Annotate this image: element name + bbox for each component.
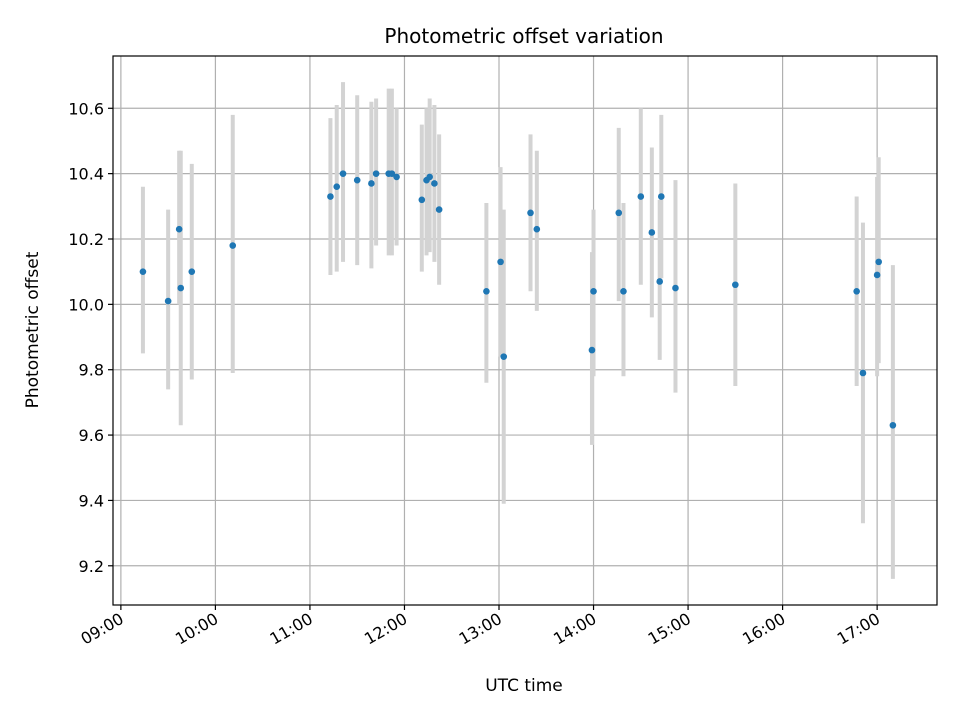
- y-tick-label: 9.4: [79, 491, 104, 510]
- grid-layer: [113, 56, 937, 605]
- x-tick-label: 10:00: [172, 609, 221, 649]
- data-point: [229, 242, 237, 249]
- y-tick-label: 10.2: [68, 230, 104, 249]
- data-point: [497, 258, 504, 266]
- data-point: [500, 353, 508, 360]
- y-tick-label: 9.8: [79, 361, 104, 380]
- x-tick-label: 14:00: [550, 609, 599, 649]
- data-point: [372, 170, 380, 177]
- data-point: [177, 284, 185, 292]
- x-tick-label: 17:00: [834, 609, 883, 649]
- x-tick-label: 16:00: [739, 609, 788, 649]
- x-tick-label: 11:00: [267, 609, 316, 649]
- data-point: [393, 173, 400, 181]
- data-point: [175, 225, 183, 233]
- point-layer: [139, 170, 897, 429]
- x-tick-label: 12:00: [361, 609, 410, 649]
- data-point: [164, 297, 172, 305]
- errorbar-layer: [140, 82, 895, 579]
- data-point: [657, 193, 665, 200]
- data-point: [620, 287, 627, 295]
- data-point: [339, 170, 347, 177]
- data-point: [656, 278, 664, 285]
- data-point: [875, 258, 883, 266]
- data-point: [435, 206, 443, 213]
- data-point: [648, 229, 656, 236]
- data-point: [388, 170, 396, 177]
- data-point: [889, 421, 897, 429]
- x-tick-label: 15:00: [645, 609, 694, 649]
- data-point: [672, 284, 679, 292]
- y-axis-title: Photometric offset: [23, 251, 43, 408]
- data-point: [327, 193, 334, 200]
- data-point: [873, 271, 881, 279]
- data-point: [590, 287, 597, 295]
- data-point: [615, 209, 623, 217]
- y-tick-label: 9.2: [79, 557, 104, 576]
- plot-frame: [112, 55, 938, 606]
- data-point: [527, 209, 534, 217]
- x-axis-title: UTC time: [485, 676, 563, 696]
- data-point: [368, 180, 375, 187]
- data-point: [853, 287, 860, 295]
- data-point: [431, 180, 438, 187]
- data-point: [426, 173, 433, 181]
- chart-title: Photometric offset variation: [384, 24, 663, 48]
- data-point: [732, 281, 739, 289]
- data-point: [418, 196, 426, 204]
- y-tick-label: 9.6: [79, 426, 104, 445]
- data-point: [533, 225, 541, 233]
- data-point: [483, 287, 490, 295]
- data-point: [859, 369, 867, 377]
- x-tick-label: 13:00: [456, 609, 505, 649]
- x-tick-label: 09:00: [77, 609, 126, 649]
- y-tick-label: 10.4: [68, 165, 104, 184]
- data-point: [353, 176, 361, 184]
- data-point: [139, 268, 147, 275]
- y-tick-label: 10.6: [68, 99, 104, 118]
- data-point: [333, 183, 341, 191]
- y-tick-label: 10.0: [68, 295, 104, 314]
- data-point: [188, 268, 196, 275]
- data-point: [588, 346, 596, 354]
- data-point: [637, 193, 645, 200]
